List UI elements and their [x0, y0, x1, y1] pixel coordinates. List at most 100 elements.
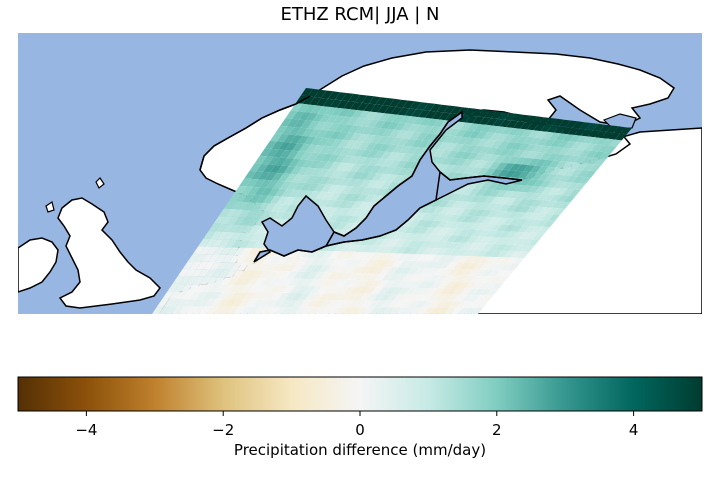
- field-cell: [552, 147, 564, 155]
- field-cell: [518, 143, 530, 151]
- field-cell: [426, 206, 438, 214]
- field-cell: [502, 163, 515, 171]
- field-cell: [254, 218, 267, 226]
- field-cell: [456, 136, 469, 145]
- field-cell: [399, 115, 412, 124]
- field-cell: [572, 121, 585, 129]
- field-cell: [203, 261, 216, 270]
- field-cell: [599, 152, 612, 159]
- field-cell: [169, 291, 181, 299]
- north-sea-islands: [45, 177, 105, 213]
- field-cell: [260, 306, 273, 314]
- field-cell: [499, 148, 512, 156]
- field-cell: [446, 207, 459, 215]
- field-cell: [553, 181, 566, 189]
- field-cell: [352, 208, 365, 217]
- field-cell: [430, 307, 443, 314]
- field-cell: [311, 293, 324, 301]
- field-cell: [276, 285, 288, 293]
- field-cell: [441, 127, 454, 136]
- field-cell: [390, 106, 403, 115]
- field-cell: [394, 122, 407, 131]
- field-cell: [368, 127, 381, 136]
- field-cell: [582, 163, 595, 171]
- field-cell: [203, 291, 215, 300]
- field-cell: [544, 200, 557, 208]
- field-cell: [393, 294, 406, 301]
- field-cell: [361, 187, 374, 195]
- field-cell: [558, 147, 571, 155]
- field-cell: [519, 122, 532, 130]
- field-cell: [318, 293, 331, 301]
- field-cell: [550, 139, 563, 147]
- field-cell: [481, 243, 494, 251]
- field-cell: [332, 207, 345, 216]
- field-cell: [216, 292, 229, 300]
- field-cell: [210, 262, 222, 270]
- field-cell: [172, 276, 185, 284]
- field-cell: [546, 180, 559, 188]
- field-cell: [476, 276, 489, 283]
- field-cell: [250, 263, 263, 271]
- field-cell: [448, 214, 460, 222]
- field-cell: [523, 165, 535, 173]
- precipitation-field: [152, 88, 632, 314]
- field-cell: [225, 270, 238, 278]
- field-cell: [277, 264, 290, 272]
- field-cell: [464, 307, 477, 314]
- field-cell: [546, 153, 559, 161]
- field-cell: [295, 127, 308, 136]
- field-cell: [325, 207, 338, 215]
- field-cell: [465, 145, 478, 153]
- field-cell: [152, 306, 164, 314]
- field-cell: [390, 253, 402, 261]
- field-cell: [186, 306, 198, 314]
- field-cell: [275, 125, 288, 134]
- field-cell: [235, 285, 248, 293]
- field-cell: [495, 190, 508, 198]
- field-cell: [288, 278, 300, 286]
- field-cell: [473, 288, 485, 296]
- field-cell: [204, 299, 217, 307]
- field-cell: [218, 239, 231, 248]
- field-cell: [307, 152, 320, 161]
- field-cell: [269, 165, 282, 173]
- field-cell: [536, 193, 549, 201]
- field-cell: [434, 156, 447, 165]
- field-cell: [582, 136, 595, 144]
- field-cell: [407, 240, 419, 248]
- field-cell: [420, 240, 433, 248]
- field-cell: [563, 195, 576, 203]
- field-cell: [354, 216, 367, 224]
- field-cell: [560, 182, 573, 189]
- field-cell: [187, 284, 200, 292]
- field-cell: [348, 93, 361, 102]
- field-cell: [496, 276, 509, 283]
- field-cell: [480, 236, 493, 244]
- field-cell: [400, 153, 413, 162]
- field-cell: [246, 178, 258, 187]
- field-cell: [334, 155, 347, 163]
- field-cell: [411, 287, 424, 295]
- field-cell: [259, 179, 272, 188]
- field-cell: [517, 198, 530, 206]
- field-cell: [263, 195, 275, 204]
- field-cell: [412, 233, 425, 241]
- field-cell: [276, 165, 289, 174]
- field-cell: [223, 232, 236, 240]
- field-cell: [238, 240, 251, 248]
- field-cell: [341, 155, 354, 164]
- field-cell: [478, 256, 491, 264]
- field-cell: [364, 259, 377, 267]
- field-cell: [441, 241, 453, 249]
- field-cell: [216, 231, 229, 240]
- field-cell: [430, 227, 443, 235]
- field-cell: [575, 163, 588, 171]
- field-cell: [372, 112, 384, 121]
- field-cell: [514, 128, 527, 137]
- field-cell: [211, 239, 224, 247]
- field-cell: [521, 212, 533, 220]
- field-cell: [316, 98, 328, 107]
- field-cell: [225, 239, 238, 248]
- field-cell: [245, 270, 258, 278]
